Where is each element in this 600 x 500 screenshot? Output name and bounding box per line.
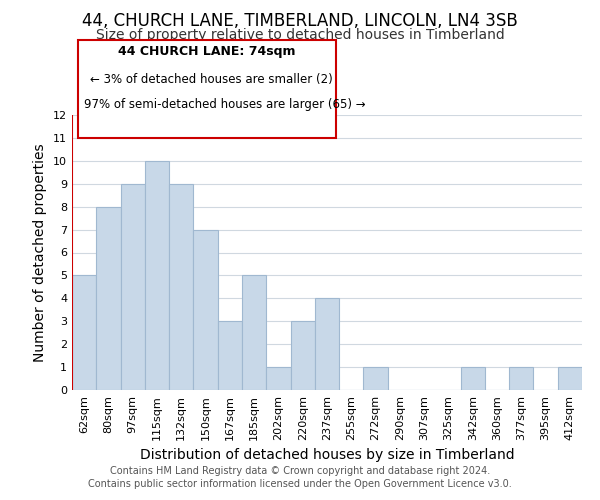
Text: ← 3% of detached houses are smaller (2): ← 3% of detached houses are smaller (2) bbox=[90, 72, 333, 86]
Text: Contains public sector information licensed under the Open Government Licence v3: Contains public sector information licen… bbox=[88, 479, 512, 489]
Bar bbox=[193, 230, 218, 390]
Text: 97% of semi-detached houses are larger (65) →: 97% of semi-detached houses are larger (… bbox=[84, 98, 365, 110]
Bar bbox=[242, 276, 266, 390]
Text: 44, CHURCH LANE, TIMBERLAND, LINCOLN, LN4 3SB: 44, CHURCH LANE, TIMBERLAND, LINCOLN, LN… bbox=[82, 12, 518, 30]
Text: Size of property relative to detached houses in Timberland: Size of property relative to detached ho… bbox=[95, 28, 505, 42]
Bar bbox=[315, 298, 339, 390]
Bar bbox=[218, 322, 242, 390]
Text: Contains HM Land Registry data © Crown copyright and database right 2024.: Contains HM Land Registry data © Crown c… bbox=[110, 466, 490, 476]
Bar bbox=[364, 367, 388, 390]
X-axis label: Distribution of detached houses by size in Timberland: Distribution of detached houses by size … bbox=[140, 448, 514, 462]
Y-axis label: Number of detached properties: Number of detached properties bbox=[34, 143, 47, 362]
Bar bbox=[558, 367, 582, 390]
Bar bbox=[145, 161, 169, 390]
Bar bbox=[169, 184, 193, 390]
Text: 44 CHURCH LANE: 74sqm: 44 CHURCH LANE: 74sqm bbox=[118, 45, 296, 58]
Bar bbox=[461, 367, 485, 390]
Bar bbox=[290, 322, 315, 390]
Bar bbox=[96, 206, 121, 390]
Bar bbox=[509, 367, 533, 390]
Bar bbox=[266, 367, 290, 390]
Bar bbox=[121, 184, 145, 390]
Bar bbox=[72, 276, 96, 390]
